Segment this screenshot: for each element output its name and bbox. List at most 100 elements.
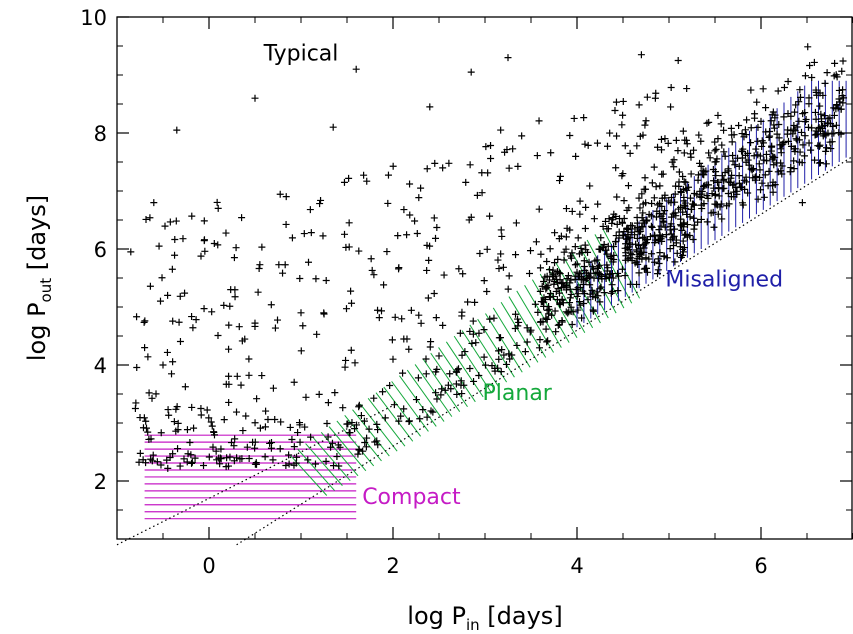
data-point bbox=[603, 250, 611, 258]
data-point bbox=[543, 338, 551, 346]
data-point bbox=[478, 169, 486, 177]
data-point bbox=[532, 238, 540, 246]
data-point bbox=[641, 121, 649, 129]
data-point bbox=[761, 171, 769, 179]
data-point bbox=[549, 292, 557, 300]
data-point bbox=[826, 138, 834, 146]
data-point bbox=[210, 239, 218, 247]
data-point bbox=[731, 161, 739, 169]
data-point bbox=[417, 319, 425, 327]
data-point bbox=[612, 212, 620, 220]
data-point bbox=[667, 83, 675, 91]
data-point bbox=[133, 363, 141, 371]
data-point bbox=[475, 329, 483, 337]
data-point bbox=[648, 179, 656, 187]
data-point bbox=[685, 183, 693, 191]
data-point bbox=[142, 424, 150, 432]
data-point bbox=[238, 337, 246, 345]
data-point bbox=[374, 426, 382, 434]
data-point bbox=[603, 142, 611, 150]
planar-hatch-line bbox=[524, 284, 562, 348]
data-point bbox=[187, 451, 195, 459]
data-point bbox=[608, 216, 616, 224]
data-point bbox=[683, 140, 691, 148]
data-point bbox=[147, 455, 155, 463]
data-point bbox=[497, 126, 505, 134]
data-point bbox=[136, 414, 144, 422]
data-point bbox=[690, 214, 698, 222]
data-point bbox=[269, 384, 277, 392]
data-point bbox=[145, 389, 153, 397]
data-point bbox=[163, 348, 171, 356]
data-point bbox=[533, 152, 541, 160]
data-point bbox=[168, 265, 176, 273]
data-point bbox=[549, 269, 557, 277]
data-point bbox=[774, 168, 782, 176]
data-point bbox=[189, 324, 197, 332]
data-point bbox=[341, 230, 349, 238]
data-point bbox=[251, 438, 259, 446]
data-point bbox=[777, 145, 785, 153]
data-point bbox=[169, 450, 177, 458]
data-point bbox=[816, 89, 824, 97]
data-point bbox=[312, 275, 320, 283]
data-point bbox=[550, 280, 558, 288]
data-point bbox=[370, 394, 378, 402]
data-point bbox=[791, 108, 799, 116]
data-point bbox=[703, 218, 711, 226]
data-point bbox=[258, 243, 266, 251]
data-point bbox=[792, 135, 800, 143]
data-point bbox=[471, 298, 479, 306]
data-point bbox=[633, 142, 641, 150]
data-point bbox=[251, 460, 259, 468]
data-point bbox=[275, 261, 283, 269]
data-point bbox=[787, 112, 795, 120]
data-point bbox=[714, 111, 722, 119]
data-point bbox=[758, 142, 766, 150]
data-point bbox=[320, 309, 328, 317]
data-point bbox=[478, 189, 486, 197]
data-point bbox=[159, 361, 167, 369]
data-point bbox=[174, 419, 182, 427]
data-point bbox=[340, 178, 348, 186]
data-point bbox=[300, 230, 308, 238]
data-point bbox=[683, 85, 691, 93]
data-point bbox=[559, 279, 567, 287]
data-point bbox=[801, 109, 809, 117]
data-point bbox=[784, 77, 792, 85]
data-point bbox=[638, 190, 646, 198]
data-point bbox=[710, 223, 718, 231]
data-point bbox=[760, 193, 768, 201]
data-point bbox=[427, 338, 435, 346]
data-point bbox=[706, 154, 714, 162]
data-point bbox=[256, 261, 264, 269]
data-point bbox=[668, 193, 676, 201]
data-point bbox=[792, 101, 800, 109]
data-point bbox=[352, 65, 360, 73]
data-point bbox=[686, 194, 694, 202]
data-point bbox=[209, 443, 217, 451]
data-point bbox=[299, 322, 307, 330]
data-point bbox=[621, 272, 629, 280]
data-point bbox=[664, 139, 672, 147]
data-point bbox=[331, 389, 339, 397]
data-point bbox=[647, 250, 655, 258]
data-point bbox=[251, 322, 259, 330]
data-point bbox=[821, 79, 829, 87]
data-point bbox=[744, 189, 752, 197]
data-point bbox=[197, 404, 205, 412]
data-point bbox=[435, 352, 443, 360]
data-point bbox=[694, 218, 702, 226]
data-point bbox=[427, 407, 435, 415]
data-point bbox=[801, 72, 809, 80]
data-point bbox=[643, 268, 651, 276]
data-point bbox=[317, 196, 325, 204]
data-point bbox=[301, 423, 309, 431]
data-point bbox=[720, 148, 728, 156]
data-point bbox=[483, 287, 491, 295]
data-point bbox=[677, 253, 685, 261]
data-point bbox=[753, 98, 761, 106]
data-point bbox=[158, 274, 166, 282]
data-point bbox=[395, 417, 403, 425]
data-point bbox=[467, 68, 475, 76]
